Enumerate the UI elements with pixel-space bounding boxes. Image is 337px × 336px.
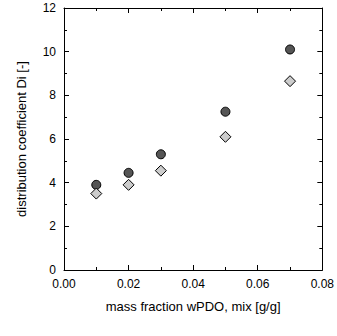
svg-text:distribution coefficient Di [-: distribution coefficient Di [-]	[14, 61, 29, 217]
svg-text:4: 4	[49, 176, 56, 190]
svg-text:0.02: 0.02	[117, 277, 141, 291]
svg-text:0.04: 0.04	[181, 277, 205, 291]
svg-text:2: 2	[49, 219, 56, 233]
svg-text:12: 12	[43, 1, 57, 15]
svg-text:10: 10	[43, 45, 57, 59]
svg-text:8: 8	[49, 88, 56, 102]
svg-text:6: 6	[49, 132, 56, 146]
svg-text:0.06: 0.06	[246, 277, 270, 291]
svg-text:0.00: 0.00	[52, 277, 76, 291]
svg-text:mass fraction wPDO, mix [g/g]: mass fraction wPDO, mix [g/g]	[106, 299, 281, 314]
svg-text:0.08: 0.08	[311, 277, 335, 291]
svg-text:0: 0	[49, 263, 56, 277]
